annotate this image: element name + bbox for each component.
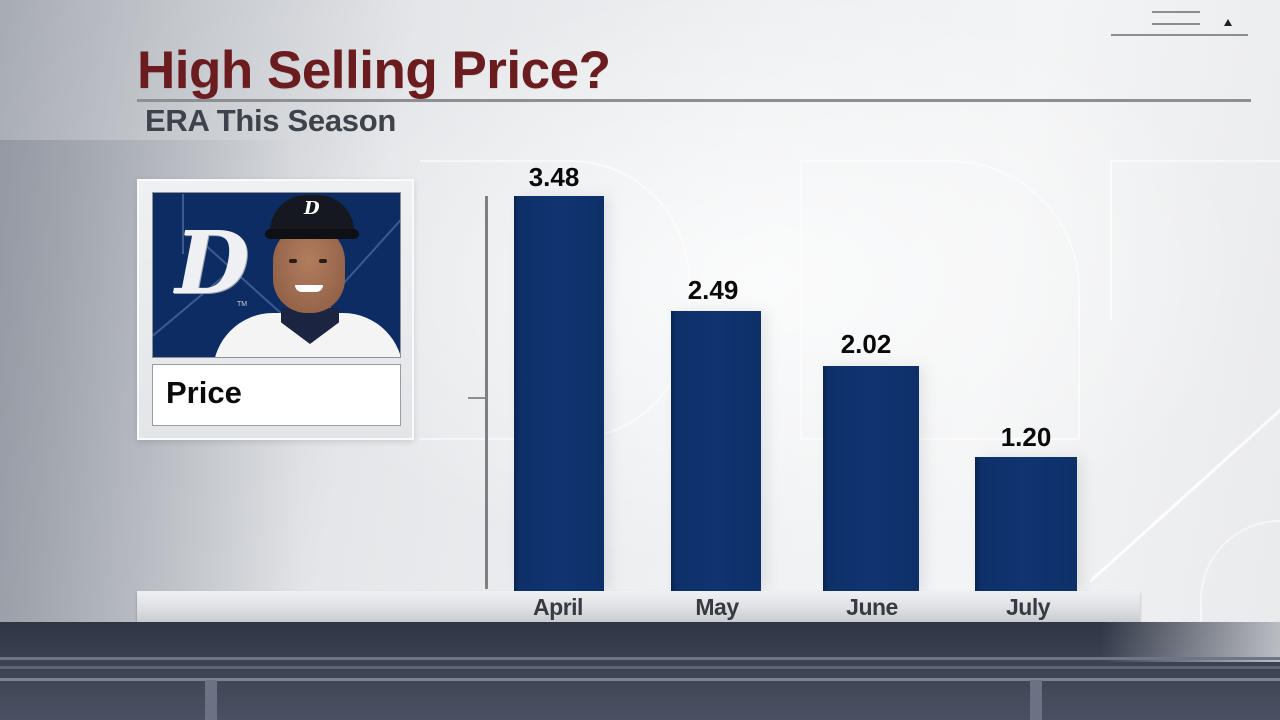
x-label-april: April [533,594,583,620]
bar-value-july: 1.20 [1000,422,1052,452]
triangle-up-icon [1224,19,1232,26]
background-watermark [800,160,1080,440]
studio-floor-highlight [1100,622,1280,662]
y-axis-tick [468,397,485,399]
studio-rail [0,657,1280,660]
player-name-box: Price [152,364,401,426]
bar-april [514,196,604,591]
background-watermark [1110,160,1280,320]
bar-value-may: 2.49 [687,275,739,305]
studio-post [1030,680,1042,720]
cap-logo-icon: D [304,198,320,219]
player-photo: D [213,193,400,357]
bar-may [671,311,761,591]
x-label-may: May [695,594,739,620]
studio-post [205,680,217,720]
studio-floor [0,622,1280,720]
bar-value-april: 3.48 [528,162,580,192]
title-divider [137,99,1251,102]
chart-subtitle: ERA This Season [145,103,397,138]
player-card: D TM D Price [137,179,414,440]
studio-rail [0,678,1280,681]
hamburger-menu-icon [1152,11,1200,27]
tigers-logo-icon: D [175,213,250,314]
bar-june [823,366,919,591]
bar-value-june: 2.02 [840,329,892,359]
trademark-label: TM [237,301,248,308]
chart-title: High Selling Price? [137,41,611,100]
studio-rail [0,666,1280,669]
x-label-june: June [846,594,898,620]
x-axis-baseline [137,591,1140,622]
player-name: Price [166,375,242,410]
player-headshot: D TM D [152,192,401,358]
y-axis-line [485,196,488,589]
menu-divider [1111,34,1248,36]
x-label-july: July [1005,594,1051,620]
bar-july [975,457,1077,591]
